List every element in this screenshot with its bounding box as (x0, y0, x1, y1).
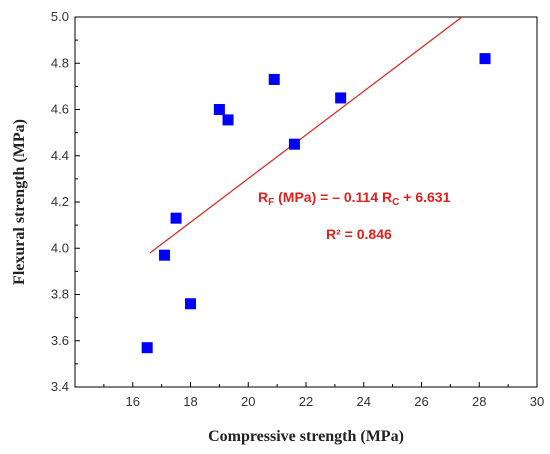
y-tick-label: 4.0 (51, 240, 69, 255)
data-point (222, 114, 234, 126)
y-tick-label: 4.4 (51, 148, 69, 163)
regression-line (149, 16, 463, 254)
x-tick-label: 26 (414, 394, 428, 409)
data-point (159, 249, 171, 261)
y-tick-label: 5.0 (51, 9, 69, 24)
x-axis-title: Compressive strength (MPa) (208, 428, 404, 445)
y-axis-ticks: 3.4 3.6 3.8 4.0 4.2 4.4 4.6 4.8 5.0 (51, 9, 80, 394)
x-tick-label: 20 (241, 394, 255, 409)
x-tick-label: 16 (126, 394, 140, 409)
x-tick-label: 30 (530, 394, 544, 409)
y-tick-label: 4.6 (51, 102, 69, 117)
equation-rc-subscript: C (392, 197, 399, 208)
data-point (268, 73, 280, 85)
x-axis-ticks: 16 18 20 22 24 26 28 30 (103, 382, 544, 409)
x-tick-label: 28 (472, 394, 486, 409)
data-point (170, 212, 182, 224)
y-axis-title: Flexural strength (MPa) (11, 119, 28, 285)
equation-rf-subscript: F (268, 197, 274, 208)
y-tick-label: 3.6 (51, 333, 69, 348)
fit-line-group (149, 16, 463, 254)
data-point (335, 92, 347, 104)
data-point (141, 342, 153, 354)
y-tick-label: 4.8 (51, 55, 69, 70)
r-squared-label: R² = 0.846 (326, 226, 392, 242)
data-point (288, 138, 300, 150)
equation-rf: R (258, 189, 268, 205)
data-points (141, 53, 491, 354)
x-tick-label: 24 (357, 394, 371, 409)
x-tick-label: 22 (299, 394, 313, 409)
regression-equation: RF (MPa) = – 0.114 RC + 6.631 (258, 189, 451, 208)
data-point (185, 298, 196, 310)
equation-mid: (MPa) = – 0.114 R (274, 189, 392, 205)
data-point (213, 104, 225, 115)
equation-tail: + 6.631 (399, 189, 450, 205)
y-tick-label: 4.2 (51, 194, 69, 209)
x-tick-label: 18 (183, 394, 197, 409)
data-point (479, 53, 491, 65)
y-tick-label: 3.8 (51, 287, 69, 302)
y-tick-label: 3.4 (51, 379, 69, 394)
